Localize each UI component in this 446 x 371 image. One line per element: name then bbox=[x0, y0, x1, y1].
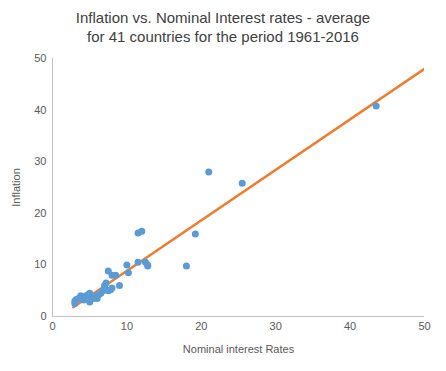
svg-text:20: 20 bbox=[195, 320, 207, 332]
svg-text:10: 10 bbox=[34, 258, 46, 270]
svg-text:30: 30 bbox=[270, 320, 282, 332]
svg-text:40: 40 bbox=[34, 104, 46, 116]
svg-text:Nominal interest Rates: Nominal interest Rates bbox=[183, 343, 295, 355]
svg-text:20: 20 bbox=[34, 207, 46, 219]
svg-text:40: 40 bbox=[344, 320, 356, 332]
svg-text:10: 10 bbox=[121, 320, 133, 332]
svg-text:50: 50 bbox=[34, 52, 46, 64]
svg-text:30: 30 bbox=[34, 155, 46, 167]
svg-text:0: 0 bbox=[49, 320, 55, 332]
svg-text:Inflation: Inflation bbox=[10, 168, 22, 207]
html-text:Inflation vs. Nominal Interest: Inflation vs. Nominal Interest rates - a… bbox=[75, 9, 371, 45]
svg-text:50: 50 bbox=[418, 320, 430, 332]
svg-text:0: 0 bbox=[40, 310, 46, 322]
